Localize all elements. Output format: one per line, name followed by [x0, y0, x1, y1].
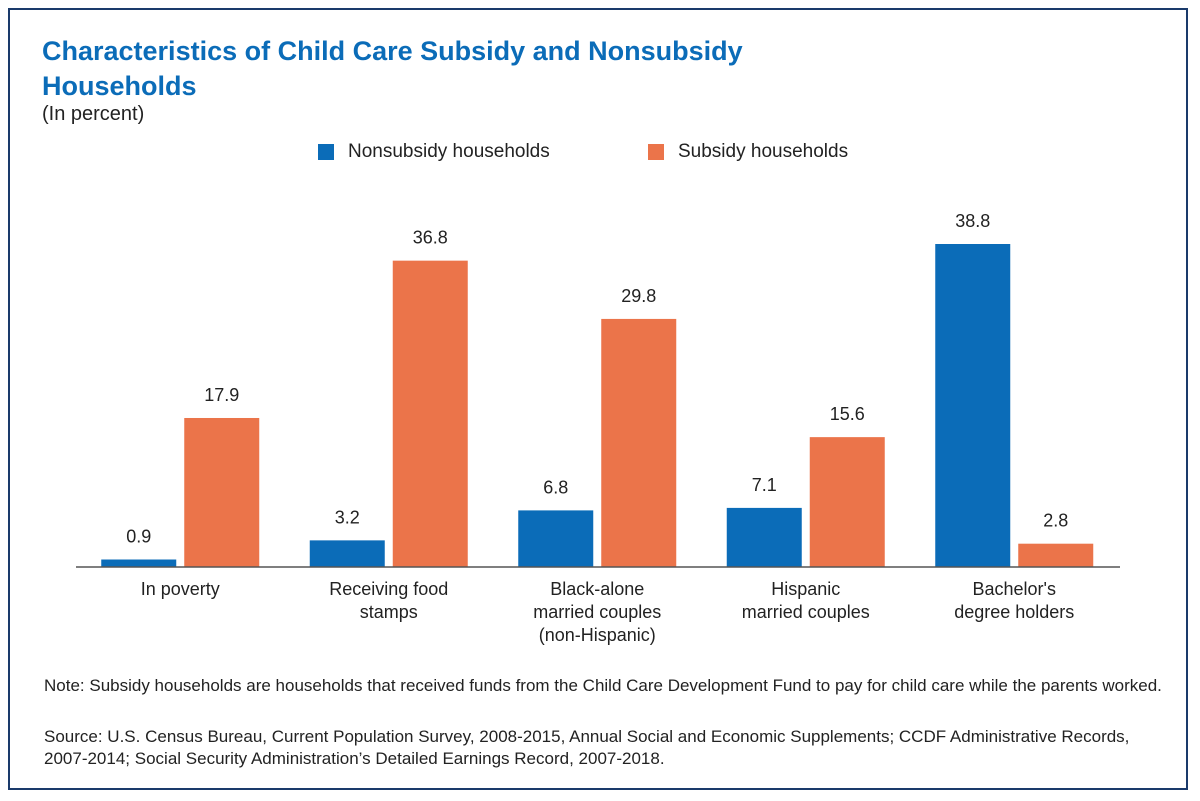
legend-label-subsidy: Subsidy households	[678, 141, 849, 162]
legend-swatch-nonsubsidy	[318, 144, 334, 160]
chart-title: Characteristics of Child Care Subsidy an…	[42, 36, 743, 101]
chart-source: Source: U.S. Census Bureau, Current Popu…	[44, 727, 1130, 768]
legend-item-nonsubsidy: Nonsubsidy households	[318, 141, 550, 163]
chart-frame	[8, 8, 1188, 790]
chart-subtitle: (In percent)	[42, 103, 145, 125]
legend-item-subsidy: Subsidy households	[648, 141, 848, 163]
chart-note: Note: Subsidy households are households …	[44, 676, 1162, 695]
legend-label-nonsubsidy: Nonsubsidy households	[348, 141, 550, 162]
legend-swatch-subsidy	[648, 144, 664, 160]
